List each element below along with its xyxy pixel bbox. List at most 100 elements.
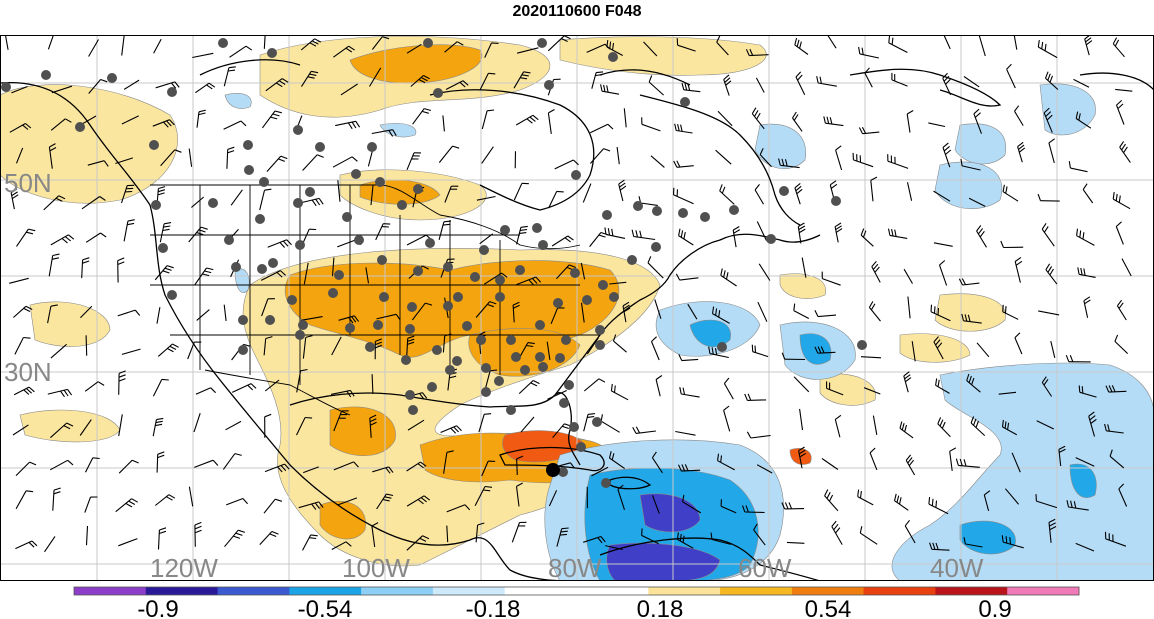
station-marker [315, 142, 325, 152]
wind-barb [371, 129, 397, 137]
station-marker [443, 262, 453, 272]
wind-barb [650, 336, 660, 361]
wind-barb [263, 498, 283, 514]
colorbar-tick-label: 0.18 [637, 596, 684, 619]
wind-barb [115, 157, 133, 165]
wind-barb [618, 179, 627, 202]
station-marker [766, 234, 776, 244]
wind-barb [793, 376, 810, 393]
wind-barb [84, 381, 105, 392]
wind-barb [778, 158, 800, 169]
wind-barb [963, 76, 980, 88]
station-marker [609, 292, 619, 302]
wind-barb [623, 108, 627, 128]
shade-positive [468, 328, 581, 377]
wind-barb [446, 504, 471, 513]
wind-barb [406, 495, 431, 507]
shade-weak-negative [934, 161, 1003, 210]
wind-barb [296, 368, 308, 393]
wind-barb [15, 461, 37, 476]
station-markers [1, 38, 867, 488]
shade-weak-negative [754, 123, 807, 169]
station-marker [107, 73, 117, 83]
wind-barb [188, 226, 208, 243]
station-marker [158, 243, 168, 253]
wind-barb [605, 545, 623, 551]
colorbar-swatch [935, 587, 1008, 595]
wind-barb [814, 346, 836, 354]
wind-barb [261, 298, 275, 317]
wind-barb [123, 219, 135, 242]
station-marker [608, 52, 618, 62]
wind-barb [481, 146, 494, 164]
wind-barb [298, 501, 324, 510]
wind-barb [681, 82, 701, 93]
colorbar-swatch [504, 587, 577, 595]
wind-barb [446, 525, 449, 543]
wind-barb [893, 493, 909, 511]
wind-barb [1112, 192, 1131, 210]
wind-barb [871, 260, 881, 283]
wind-barb [591, 466, 609, 477]
wind-barb [376, 493, 394, 510]
wind-barb [1104, 531, 1127, 547]
station-marker [511, 352, 521, 362]
wind-barb [333, 410, 349, 432]
wind-barb [264, 413, 272, 438]
wind-barb [479, 72, 496, 90]
wind-barb [1001, 419, 1018, 436]
wind-barb [589, 148, 611, 164]
wind-barb [516, 47, 539, 54]
station-marker [224, 235, 234, 245]
wind-barb [903, 371, 912, 393]
station-marker [379, 292, 389, 302]
wind-barb [1001, 535, 1024, 549]
wind-barb [296, 416, 313, 436]
wind-barb [754, 184, 764, 205]
wind-barb [715, 149, 732, 165]
wind-barb [13, 386, 35, 396]
wind-barb [677, 464, 701, 472]
wind-barb [118, 459, 139, 474]
wind-barb [751, 344, 769, 358]
colorbar-swatch [432, 587, 506, 595]
wind-barb [406, 43, 422, 54]
station-marker [167, 290, 177, 300]
wind-barb [907, 296, 911, 319]
lon-label-80w: 80W [548, 553, 602, 581]
wind-barb [515, 482, 523, 507]
wind-barb [756, 221, 767, 241]
wind-barb [259, 188, 272, 211]
wind-barb [50, 118, 72, 131]
wind-barb [229, 45, 253, 58]
wind-barb [407, 419, 425, 431]
shade-positive [329, 406, 396, 456]
station-marker [345, 323, 355, 333]
wind-barb [641, 117, 661, 132]
station-marker [305, 187, 315, 197]
colorbar-swatch [289, 587, 362, 595]
wind-barb [960, 158, 981, 171]
wind-barb [1077, 267, 1096, 278]
arctic-islands [199, 59, 1154, 107]
wind-barb [1037, 40, 1058, 59]
station-marker [268, 258, 278, 268]
station-marker [167, 87, 177, 97]
wind-barb [375, 223, 391, 241]
wind-barb [858, 126, 880, 135]
station-marker [564, 380, 574, 390]
colorbar-swatch [648, 587, 721, 595]
wind-barb [121, 348, 141, 355]
wind-barb [821, 271, 841, 286]
station-marker [445, 365, 455, 375]
wind-barb [758, 263, 771, 281]
wind-barb [548, 190, 564, 209]
wind-barb [834, 414, 842, 438]
wind-barb [929, 542, 950, 551]
wind-barb [476, 195, 496, 201]
station-marker [532, 223, 542, 233]
wind-barb [154, 265, 174, 281]
station-marker [423, 38, 433, 48]
wind-barb [648, 75, 664, 96]
labrador-coast [639, 94, 801, 226]
